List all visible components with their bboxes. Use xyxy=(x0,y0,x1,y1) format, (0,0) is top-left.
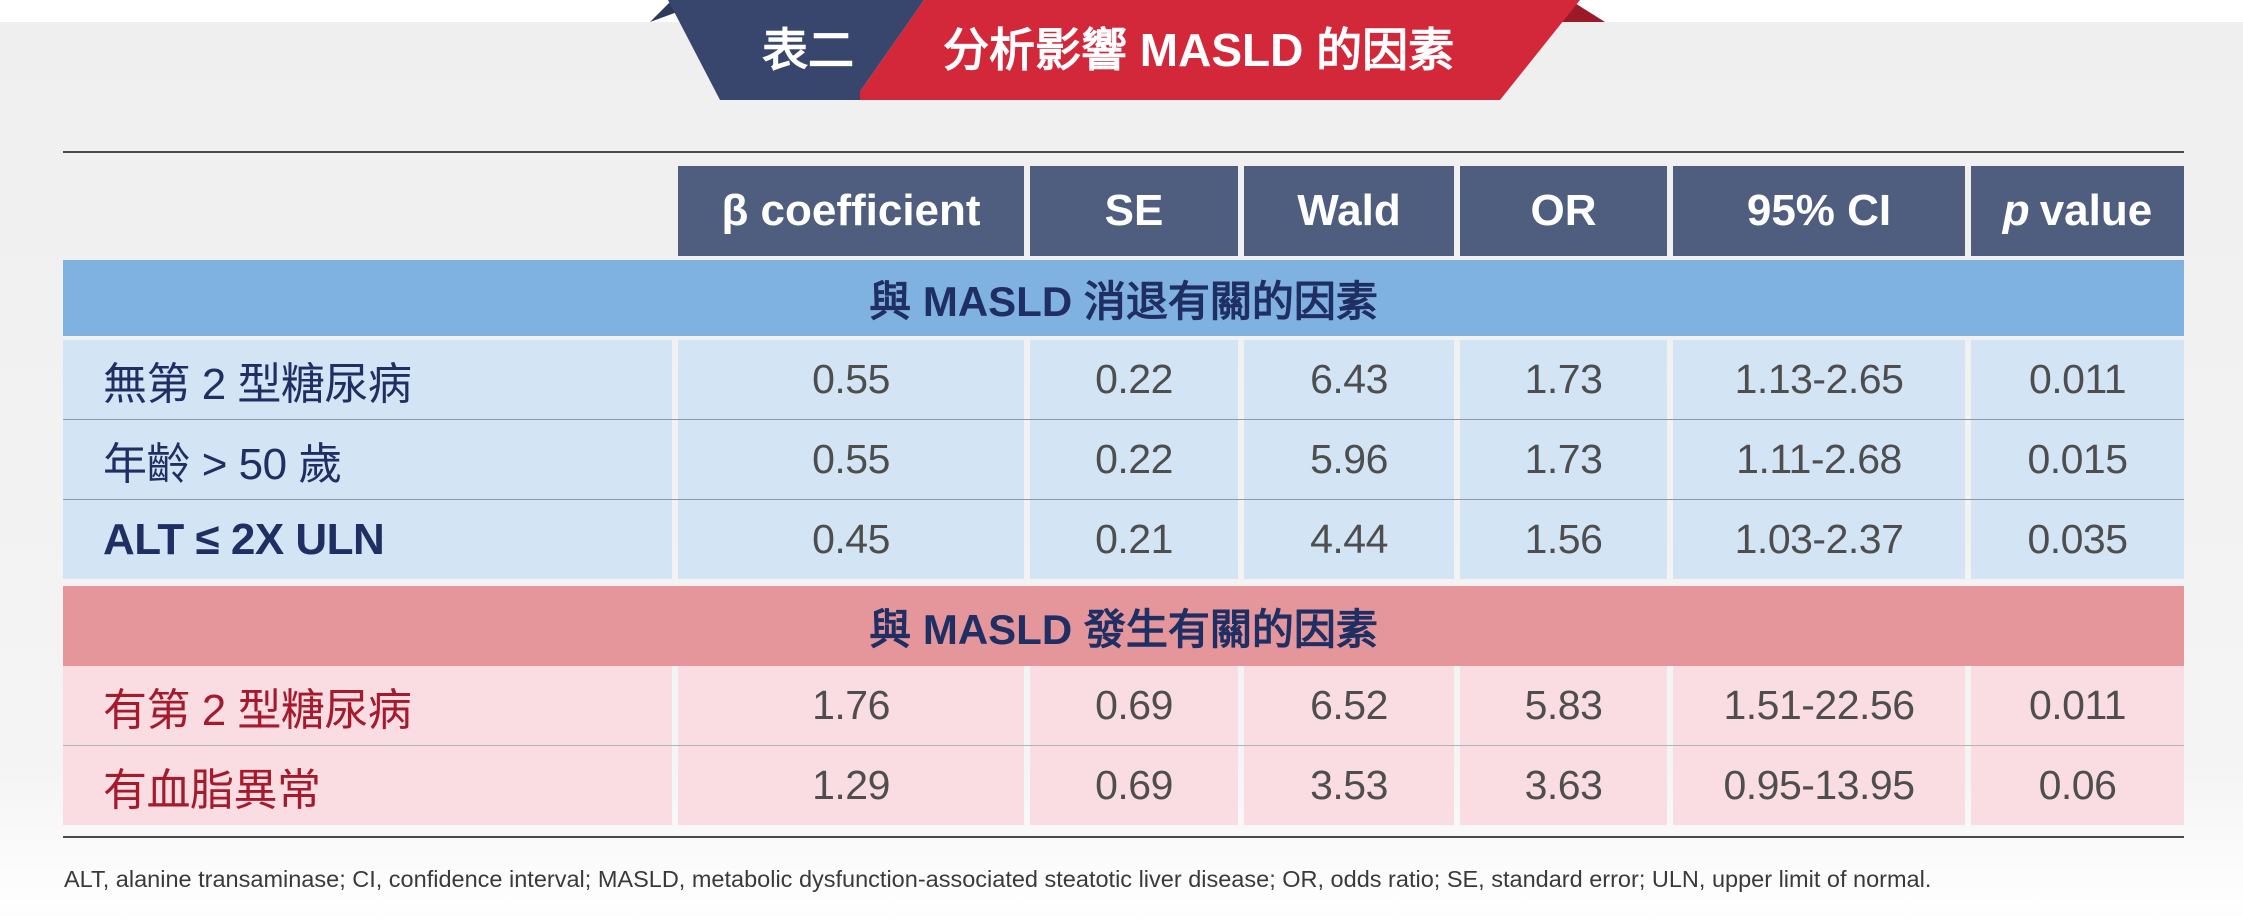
table-row: 年齡 > 50 歲 0.55 0.22 5.96 1.73 1.11-2.68 … xyxy=(63,420,2184,499)
header-wald: Wald xyxy=(1244,166,1454,256)
table-row: ALT ≤ 2X ULN 0.45 0.21 4.44 1.56 1.03-2.… xyxy=(63,500,2184,579)
cell-p: 0.015 xyxy=(1971,420,2184,499)
cell-wald: 6.43 xyxy=(1244,340,1454,419)
cell-or: 1.56 xyxy=(1460,500,1667,579)
title-banner: 表二 分析影響 MASLD 的因素 xyxy=(650,0,1610,100)
row-divider xyxy=(63,745,2184,746)
cell-beta: 1.76 xyxy=(678,666,1024,745)
header-p-italic: p xyxy=(2002,186,2030,235)
table-number: 表二 xyxy=(762,24,854,76)
cell-wald: 4.44 xyxy=(1244,500,1454,579)
top-rule xyxy=(63,151,2184,153)
table-row: 有血脂異常 1.29 0.69 3.53 3.63 0.95-13.95 0.0… xyxy=(63,746,2184,825)
row-label: 有血脂異常 xyxy=(63,746,672,825)
table-header-row: β coefficient SE Wald OR 95% CI p value xyxy=(63,166,2184,256)
cell-or: 3.63 xyxy=(1460,746,1667,825)
cell-p: 0.035 xyxy=(1971,500,2184,579)
row-label: 有第 2 型糖尿病 xyxy=(63,666,672,745)
cell-beta: 0.55 xyxy=(678,340,1024,419)
row-label: ALT ≤ 2X ULN xyxy=(63,500,672,579)
cell-or: 5.83 xyxy=(1460,666,1667,745)
table-row: 有第 2 型糖尿病 1.76 0.69 6.52 5.83 1.51-22.56… xyxy=(63,666,2184,745)
row-divider xyxy=(63,499,2184,500)
cell-beta: 0.45 xyxy=(678,500,1024,579)
cell-or: 1.73 xyxy=(1460,340,1667,419)
table-row: 無第 2 型糖尿病 0.55 0.22 6.43 1.73 1.13-2.65 … xyxy=(63,340,2184,419)
cell-wald: 3.53 xyxy=(1244,746,1454,825)
header-se: SE xyxy=(1030,166,1238,256)
banner-right-block xyxy=(854,0,1580,100)
header-or: OR xyxy=(1460,166,1667,256)
cell-se: 0.22 xyxy=(1030,420,1238,499)
banner-shape xyxy=(650,0,1605,100)
row-label: 年齡 > 50 歲 xyxy=(63,420,672,499)
abbreviations-footnote: ALT, alanine transaminase; CI, confidenc… xyxy=(64,866,1932,892)
cell-ci: 1.13-2.65 xyxy=(1673,340,1965,419)
cell-se: 0.22 xyxy=(1030,340,1238,419)
header-p-rest: value xyxy=(2039,186,2153,235)
cell-ci: 0.95-13.95 xyxy=(1673,746,1965,825)
banner-left-block xyxy=(668,0,860,100)
section-regression-title: 與 MASLD 消退有關的因素 xyxy=(63,260,2184,336)
bottom-rule xyxy=(63,836,2184,838)
cell-p: 0.06 xyxy=(1971,746,2184,825)
cell-se: 0.69 xyxy=(1030,746,1238,825)
cell-se: 0.21 xyxy=(1030,500,1238,579)
banner-join xyxy=(854,0,924,100)
cell-beta: 1.29 xyxy=(678,746,1024,825)
header-ci: 95% CI xyxy=(1673,166,1965,256)
table-title: 分析影響 MASLD 的因素 xyxy=(943,24,1455,76)
cell-p: 0.011 xyxy=(1971,340,2184,419)
header-p-value: p value xyxy=(1971,166,2184,256)
section-incidence-title: 與 MASLD 發生有關的因素 xyxy=(63,586,2184,666)
row-label: 無第 2 型糖尿病 xyxy=(63,340,672,419)
cell-wald: 6.52 xyxy=(1244,666,1454,745)
header-beta: β coefficient xyxy=(678,166,1024,256)
cell-ci: 1.51-22.56 xyxy=(1673,666,1965,745)
cell-ci: 1.11-2.68 xyxy=(1673,420,1965,499)
cell-ci: 1.03-2.37 xyxy=(1673,500,1965,579)
cell-beta: 0.55 xyxy=(678,420,1024,499)
cell-wald: 5.96 xyxy=(1244,420,1454,499)
cell-p: 0.011 xyxy=(1971,666,2184,745)
cell-or: 1.73 xyxy=(1460,420,1667,499)
row-divider xyxy=(63,419,2184,420)
cell-se: 0.69 xyxy=(1030,666,1238,745)
